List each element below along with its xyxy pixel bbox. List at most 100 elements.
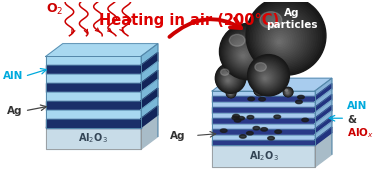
Ellipse shape (228, 91, 234, 96)
Ellipse shape (234, 44, 255, 65)
Ellipse shape (251, 60, 284, 92)
Ellipse shape (230, 93, 231, 94)
Ellipse shape (287, 92, 288, 93)
FancyArrowPatch shape (169, 19, 241, 37)
Ellipse shape (257, 89, 261, 93)
Polygon shape (141, 44, 158, 65)
Polygon shape (46, 119, 141, 128)
Ellipse shape (274, 115, 280, 119)
Polygon shape (315, 127, 332, 145)
Ellipse shape (228, 90, 234, 96)
Ellipse shape (226, 77, 231, 83)
Ellipse shape (252, 61, 283, 91)
Ellipse shape (265, 23, 298, 56)
Ellipse shape (220, 25, 275, 79)
Ellipse shape (239, 50, 249, 60)
Ellipse shape (254, 84, 265, 96)
Polygon shape (212, 102, 315, 107)
Ellipse shape (220, 70, 239, 88)
Ellipse shape (255, 86, 263, 94)
Polygon shape (212, 118, 315, 124)
Ellipse shape (221, 71, 238, 87)
Ellipse shape (270, 30, 292, 51)
Polygon shape (141, 88, 158, 110)
Ellipse shape (229, 92, 232, 95)
Polygon shape (315, 105, 332, 124)
Ellipse shape (284, 88, 293, 97)
Ellipse shape (256, 65, 278, 88)
Text: Heating in air (200°C): Heating in air (200°C) (99, 13, 279, 28)
Ellipse shape (256, 67, 277, 87)
Polygon shape (315, 100, 332, 118)
Polygon shape (315, 116, 332, 135)
Ellipse shape (256, 88, 262, 93)
Ellipse shape (246, 0, 326, 75)
Polygon shape (46, 44, 158, 56)
Ellipse shape (227, 79, 229, 82)
Ellipse shape (285, 90, 290, 95)
Polygon shape (212, 107, 315, 113)
Ellipse shape (228, 90, 234, 97)
Polygon shape (315, 133, 332, 167)
Text: AlN: AlN (3, 71, 23, 81)
Ellipse shape (226, 88, 236, 98)
Ellipse shape (232, 116, 239, 119)
Ellipse shape (227, 90, 235, 97)
Ellipse shape (302, 118, 308, 122)
Ellipse shape (238, 116, 245, 120)
Ellipse shape (257, 88, 261, 93)
Ellipse shape (222, 73, 236, 86)
Polygon shape (141, 106, 158, 128)
Ellipse shape (231, 40, 260, 68)
Ellipse shape (258, 13, 309, 63)
Ellipse shape (257, 11, 311, 65)
Ellipse shape (223, 74, 234, 85)
Ellipse shape (255, 64, 279, 89)
Ellipse shape (223, 28, 272, 76)
Polygon shape (141, 79, 158, 101)
Ellipse shape (220, 23, 277, 80)
Ellipse shape (228, 91, 233, 96)
Text: Ag
particles: Ag particles (266, 8, 318, 30)
Ellipse shape (225, 31, 269, 74)
Ellipse shape (241, 53, 246, 58)
Ellipse shape (286, 91, 289, 94)
Ellipse shape (252, 5, 318, 69)
Ellipse shape (262, 19, 302, 59)
Ellipse shape (275, 130, 282, 133)
Ellipse shape (284, 88, 292, 96)
Ellipse shape (219, 68, 241, 90)
Ellipse shape (262, 75, 268, 81)
Ellipse shape (249, 1, 322, 72)
Ellipse shape (285, 90, 291, 95)
Polygon shape (212, 129, 315, 135)
Ellipse shape (226, 32, 267, 73)
Ellipse shape (258, 90, 259, 92)
Ellipse shape (256, 87, 259, 89)
Ellipse shape (237, 47, 252, 62)
Ellipse shape (228, 90, 231, 92)
Ellipse shape (256, 88, 262, 93)
Ellipse shape (240, 52, 248, 59)
Ellipse shape (230, 38, 261, 69)
Ellipse shape (225, 76, 233, 84)
Polygon shape (315, 111, 332, 129)
Polygon shape (46, 83, 141, 92)
Ellipse shape (284, 89, 291, 96)
Ellipse shape (249, 57, 287, 94)
Ellipse shape (235, 46, 254, 64)
Ellipse shape (264, 21, 300, 57)
Ellipse shape (258, 69, 275, 86)
Ellipse shape (284, 87, 293, 97)
Ellipse shape (242, 55, 245, 57)
Ellipse shape (256, 87, 262, 94)
Ellipse shape (296, 100, 302, 104)
Text: Ag: Ag (170, 130, 186, 141)
Polygon shape (212, 78, 332, 91)
Polygon shape (46, 101, 141, 110)
Text: &: & (347, 115, 356, 125)
Ellipse shape (227, 89, 235, 97)
Ellipse shape (260, 12, 282, 28)
Ellipse shape (261, 17, 305, 60)
Ellipse shape (259, 15, 307, 62)
